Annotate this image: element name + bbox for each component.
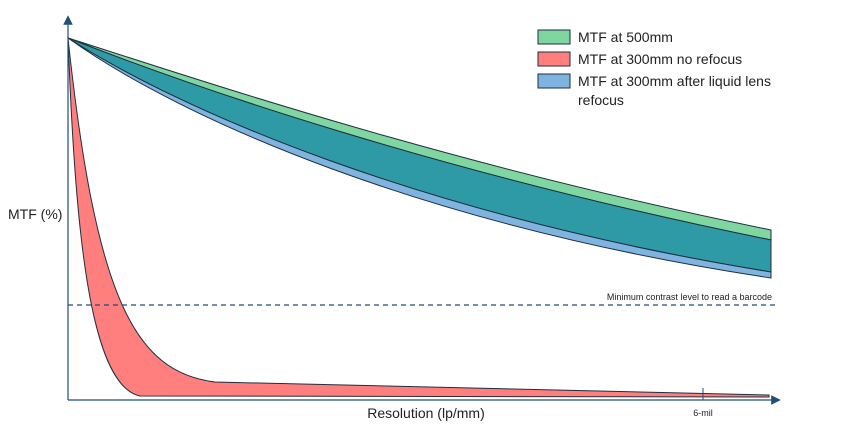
legend-label: MTF at 300mm no refocus: [578, 51, 742, 67]
x-axis-label: Resolution (lp/mm): [367, 405, 484, 421]
threshold-label: Minimum contrast level to read a barcode: [607, 292, 772, 302]
refocus-band: [67, 37, 772, 279]
legend-label: MTF at 300mm after liquid lens refocus: [578, 73, 771, 108]
y-axis-label: MTF (%): [8, 206, 62, 222]
legend-swatch: [537, 51, 571, 67]
legend-swatch: [537, 73, 571, 89]
no-refocus-band: [67, 37, 770, 398]
x-tick-label: 6-mil: [693, 408, 713, 418]
500mm-band: [67, 37, 772, 241]
legend-label: MTF at 500mm: [578, 29, 673, 45]
legend-swatch: [537, 29, 571, 45]
